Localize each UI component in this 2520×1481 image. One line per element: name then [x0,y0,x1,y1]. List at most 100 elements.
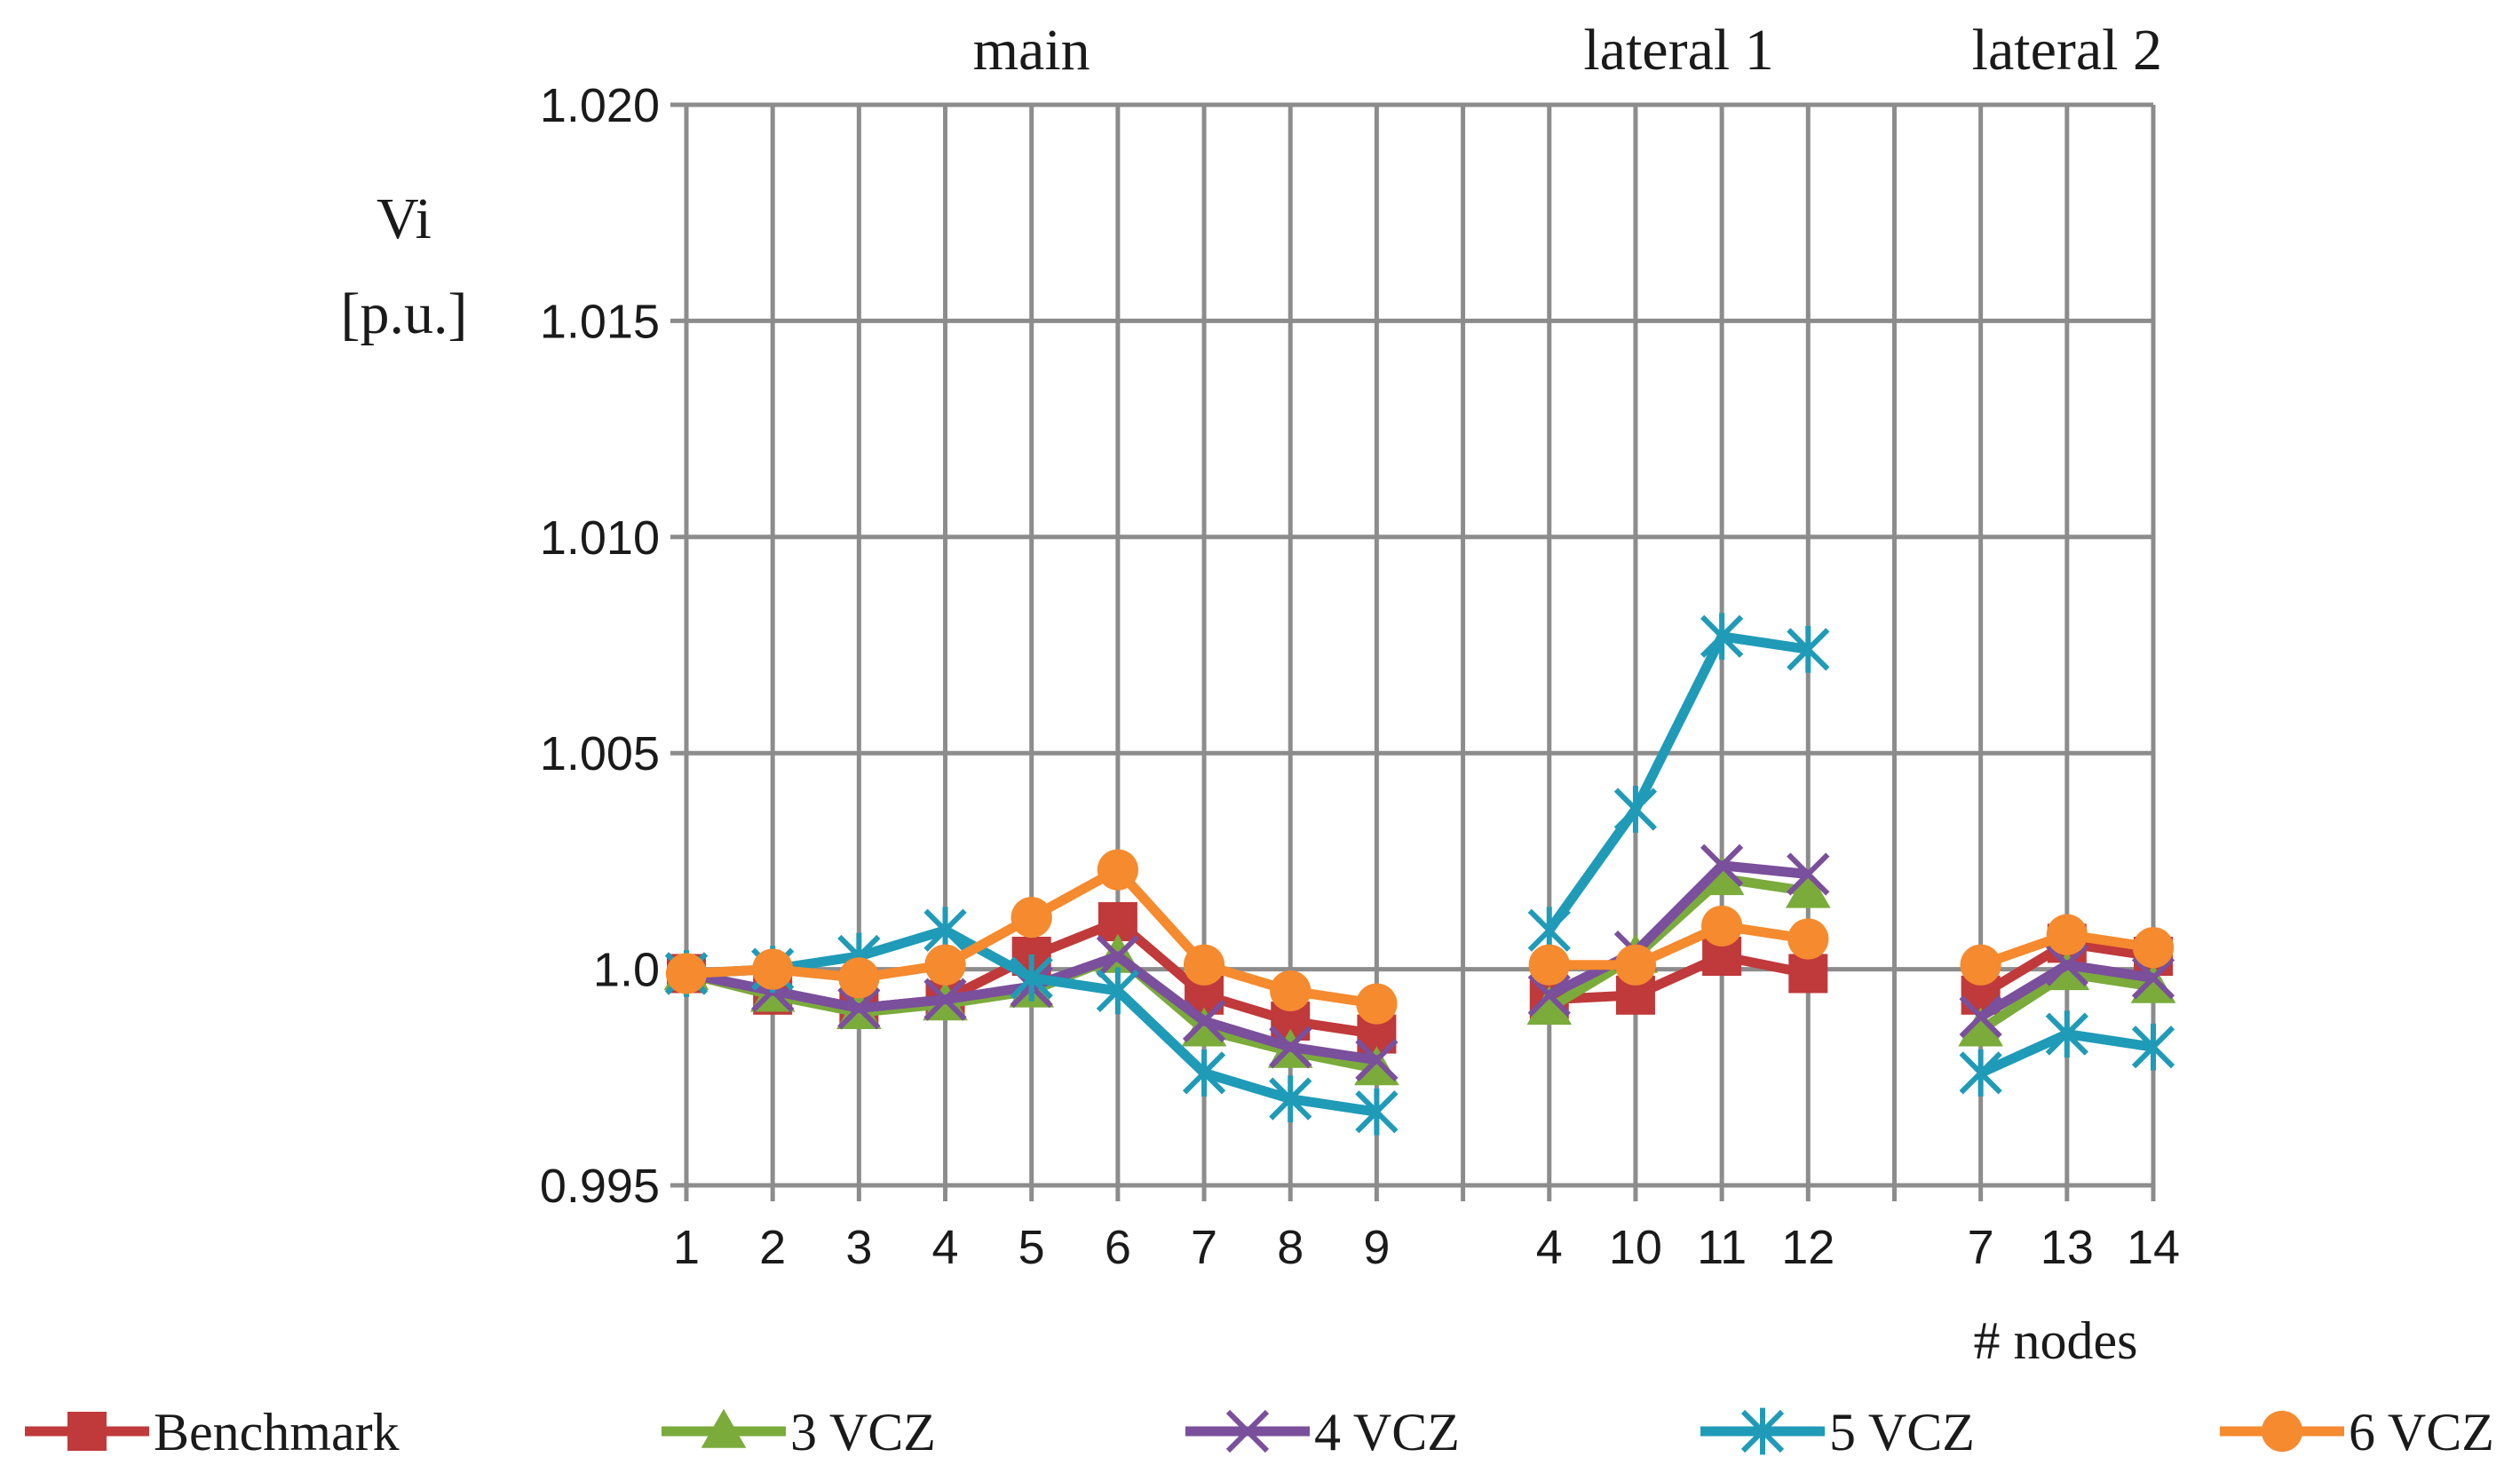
series-line [1549,951,1810,1005]
x-tick-label: 14 [2127,1221,2180,1274]
data-point [1527,973,1571,1017]
data-point [1787,852,1830,896]
legend-label: 6 VCZ [2349,1403,2494,1461]
x-tick-label: 9 [1363,1221,1390,1274]
x-tick-label: 11 [1697,1221,1747,1274]
x-tick-label: 4 [932,1221,959,1274]
data-point [1355,1038,1399,1081]
data-point [1096,967,1140,1015]
x-axis-label: # nodes [1974,1311,2138,1370]
data-point [2131,956,2175,1000]
x-tick-label: 6 [1105,1221,1131,1274]
legend-item: 6 VCZ [2220,1403,2494,1461]
data-point [1613,786,1658,833]
x-tick-label: 12 [1781,1221,1835,1274]
data-point [1526,986,1573,1026]
data-point [1269,1075,1312,1123]
data-point [1354,1046,1399,1086]
data-point [2045,1010,2088,1058]
legend-label: 5 VCZ [1829,1403,1975,1461]
data-point [924,944,966,986]
legend-marker [67,1412,107,1451]
data-point [923,978,967,1021]
y-tick-label: 1.015 [540,295,660,348]
x-tick-label: 1 [673,1221,700,1274]
legend-label: Benchmark [154,1403,400,1461]
x-tick-label: 4 [1536,1221,1563,1274]
data-point [1182,1049,1226,1097]
data-point [838,957,880,999]
data-point [2131,1023,2175,1071]
legend: Benchmark 3 VCZ 4 VCZ 5 VCZ 6 VCZ [25,1403,2494,1461]
data-point [2045,943,2088,986]
y-axis-label: Vi [376,186,432,251]
data-point [1700,843,1744,887]
legend-item: 5 VCZ [1700,1403,1975,1461]
data-point [1699,856,1745,896]
legend-label: 3 VCZ [790,1403,936,1461]
series-line [1546,873,1810,1013]
section-label: lateral 2 [1972,18,2162,83]
x-tick-label: 7 [1191,1221,1217,1274]
data-point [2046,914,2088,955]
axes [684,105,2156,1201]
x-tick-label: 8 [1277,1221,1304,1274]
legend-marker [2261,1410,2303,1453]
data-point [1356,983,1398,1025]
data-point [1269,1026,1312,1069]
data-point [1183,944,1225,986]
x-tick-label: 10 [1609,1221,1662,1274]
x-tick-label: 3 [845,1221,872,1274]
legend-marker [1225,1409,1270,1453]
data-point [1010,954,1053,1002]
data-point [665,953,708,994]
data-point [1182,999,1226,1043]
x-tick-label: 7 [1968,1221,1994,1274]
data-point [1788,954,1828,994]
legend-marker [1740,1407,1785,1455]
data-point [1181,1007,1227,1047]
y-tick-label: 1.010 [540,511,660,565]
legend-marker [701,1408,747,1448]
data-point [1270,970,1312,1012]
section-label: main [973,18,1090,83]
x-tick-label: 13 [2041,1221,2094,1274]
data-point [1785,868,1831,908]
legend-item: 4 VCZ [1185,1403,1460,1461]
section-label: lateral 1 [1583,18,1773,83]
grid [670,102,2156,1188]
y-axis-unit: [p.u.] [341,281,468,346]
y-tick-label: 1.0 [593,944,660,997]
data-point [1010,897,1052,938]
data-point [2130,963,2176,1003]
data-point [1701,905,1743,947]
legend-label: 4 VCZ [1314,1403,1460,1461]
y-tick-label: 1.020 [540,79,660,132]
data-point [1787,918,1829,960]
data-point [1787,625,1830,673]
series-line [1547,860,1809,1000]
data-point [2044,951,2090,991]
data-point [1700,613,1744,661]
data-point [1097,849,1138,891]
data-point [1958,1007,2003,1047]
data-point [1355,1088,1399,1136]
series-6-vcz [665,849,2175,1025]
y-tick-labels: 1.020 1.015 1.010 1.005 1.0 0.995 [540,79,660,1213]
x-tick-label: 2 [759,1221,786,1274]
legend-item: Benchmark [25,1403,400,1461]
series-4-vcz [664,843,2175,1081]
data-point [1960,944,2001,986]
data-point [1959,1049,2002,1097]
y-tick-label: 1.005 [540,727,660,780]
data-point [1096,934,1140,978]
series [663,613,2176,1136]
data-point [2132,927,2175,969]
data-point [1614,944,1657,986]
y-tick-label: 0.995 [540,1160,660,1213]
x-tick-label: 5 [1018,1221,1045,1274]
section-labels: main lateral 1 lateral 2 [973,18,2162,83]
x-tick-labels: 1 2 3 4 5 6 7 8 9 4 10 11 12 7 13 14 [673,1221,2180,1274]
data-point [1959,995,2002,1039]
